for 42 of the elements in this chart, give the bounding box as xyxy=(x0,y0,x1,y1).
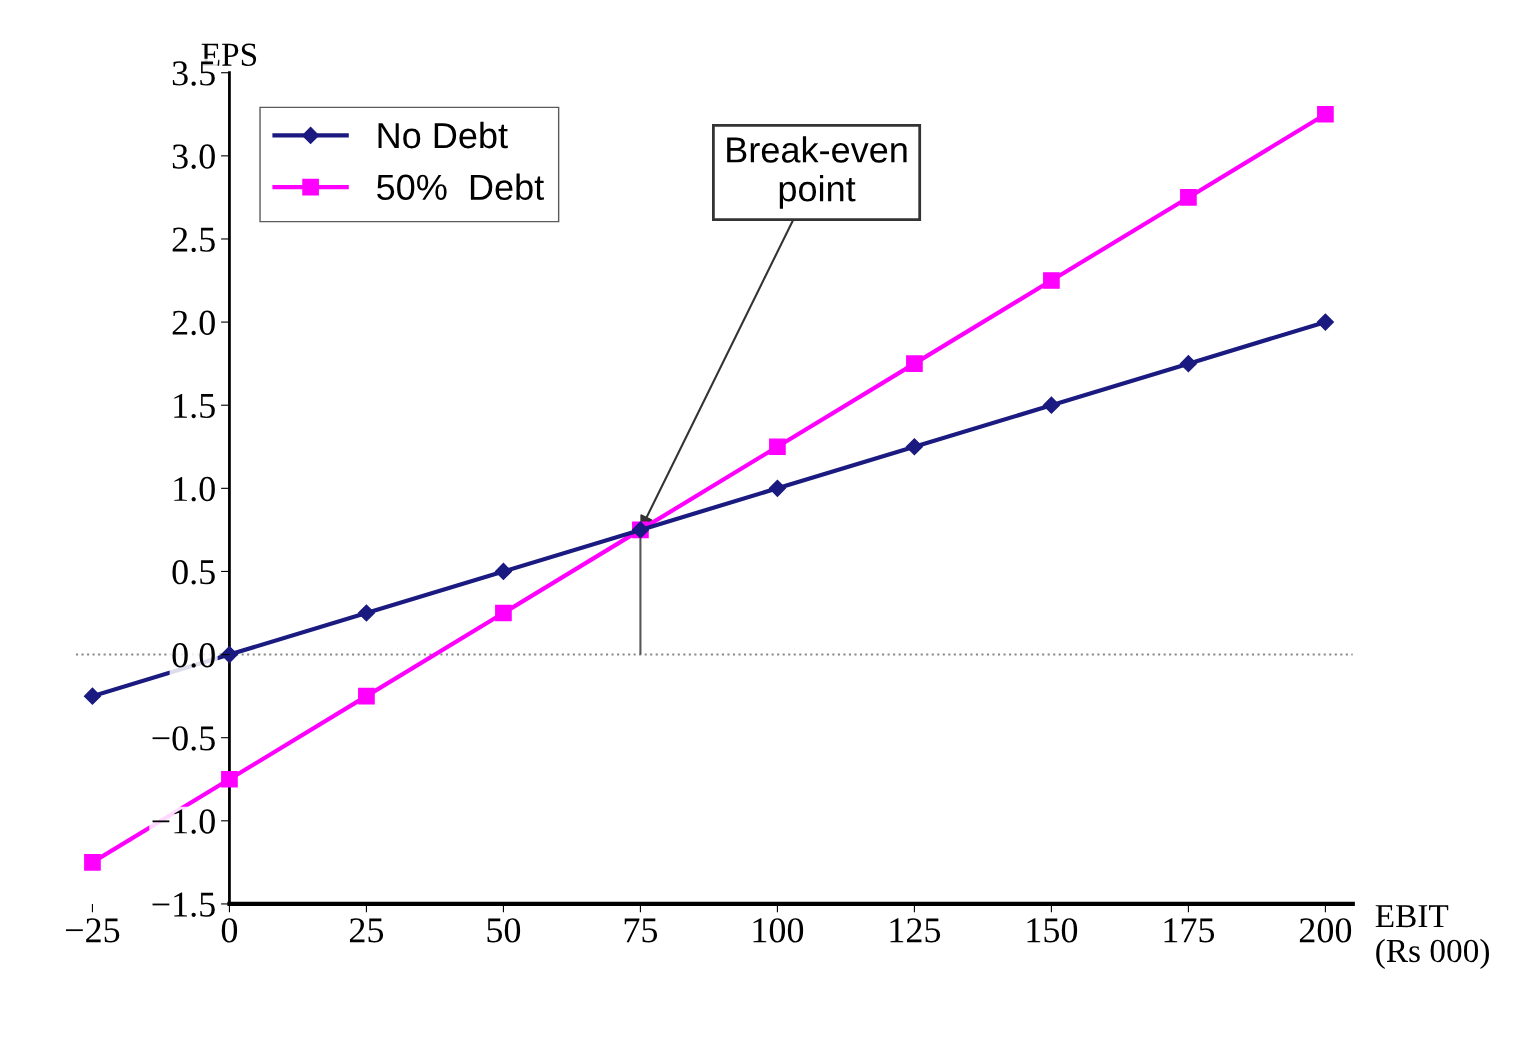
x-tick-label: 150 xyxy=(1027,918,1078,943)
y-tick-label: 0.5 xyxy=(172,559,215,585)
point xyxy=(357,604,375,622)
point xyxy=(494,562,512,581)
legend-label: No Debt xyxy=(378,121,508,149)
point xyxy=(358,687,375,705)
point xyxy=(1179,355,1197,373)
y-tick-label: −1.5 xyxy=(152,892,215,917)
point xyxy=(1042,396,1060,414)
point xyxy=(1180,189,1197,206)
point xyxy=(221,770,238,788)
x-tick-label: 75 xyxy=(624,918,658,943)
y-tick-label: 1.5 xyxy=(174,393,215,419)
x-tick-label: 0 xyxy=(221,918,238,943)
y-tick-label: 3.0 xyxy=(172,144,215,169)
y-tick-label: −1.0 xyxy=(152,809,215,834)
x-tick-label: 125 xyxy=(890,918,941,943)
legend-label: 50% Debt xyxy=(377,173,544,201)
point xyxy=(769,438,786,456)
point xyxy=(83,687,101,705)
y-tick-label: 1.0 xyxy=(174,476,215,502)
point xyxy=(220,646,238,664)
point xyxy=(1316,313,1334,331)
x-tick-label: 200 xyxy=(1299,918,1352,943)
point xyxy=(905,438,923,456)
x-tick-label: 25 xyxy=(349,918,384,943)
x-tick-label: −25 xyxy=(66,918,120,943)
point xyxy=(1043,272,1060,289)
x-tick-label: 50 xyxy=(487,918,521,943)
point xyxy=(906,355,923,372)
y-tick-label: 0.0 xyxy=(172,643,215,668)
point xyxy=(495,604,512,622)
x-tick-label: 100 xyxy=(753,918,804,943)
y-tick-label: 2.5 xyxy=(172,227,215,253)
y-tick-label: 2.0 xyxy=(172,310,215,336)
x-tick-label: 175 xyxy=(1164,918,1215,943)
annotation: Break-even point xyxy=(727,136,907,209)
point xyxy=(84,854,101,871)
y-tick-label: −0.5 xyxy=(152,726,215,751)
x-axis-title: EBIT (Rs 000) xyxy=(1375,905,1489,970)
point xyxy=(1317,105,1334,123)
point xyxy=(768,479,786,497)
